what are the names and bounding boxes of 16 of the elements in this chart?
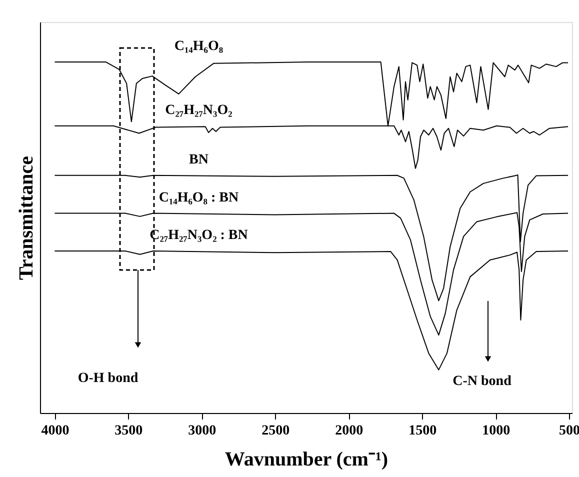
series-label: BN xyxy=(188,152,208,168)
annotation: C-N bond xyxy=(452,374,512,389)
x-tick-label: 1500 xyxy=(408,424,437,438)
y-axis-title: Transmittance xyxy=(16,156,38,280)
series-label: C₂₇H₂₇N₃O₂ : BN xyxy=(150,228,248,244)
series-label: C₁₄H₆O₈ xyxy=(174,39,224,54)
series-label: C₁₄H₆O₈ : BN xyxy=(158,190,239,206)
x-axis-title: Wavnumber (cm⁻¹) xyxy=(224,448,388,470)
x-tick-label: 2000 xyxy=(335,424,364,438)
x-tick-label: 4000 xyxy=(41,424,70,438)
series-label: C₂₇H₂₇N₃O₂ xyxy=(165,102,232,118)
annotation: O-H bond xyxy=(78,371,138,386)
x-tick-label: 3500 xyxy=(114,424,143,438)
x-tick-label: 2500 xyxy=(262,424,290,438)
x-tick-label: 1000 xyxy=(482,424,510,438)
x-tick-label: 3000 xyxy=(188,424,216,438)
